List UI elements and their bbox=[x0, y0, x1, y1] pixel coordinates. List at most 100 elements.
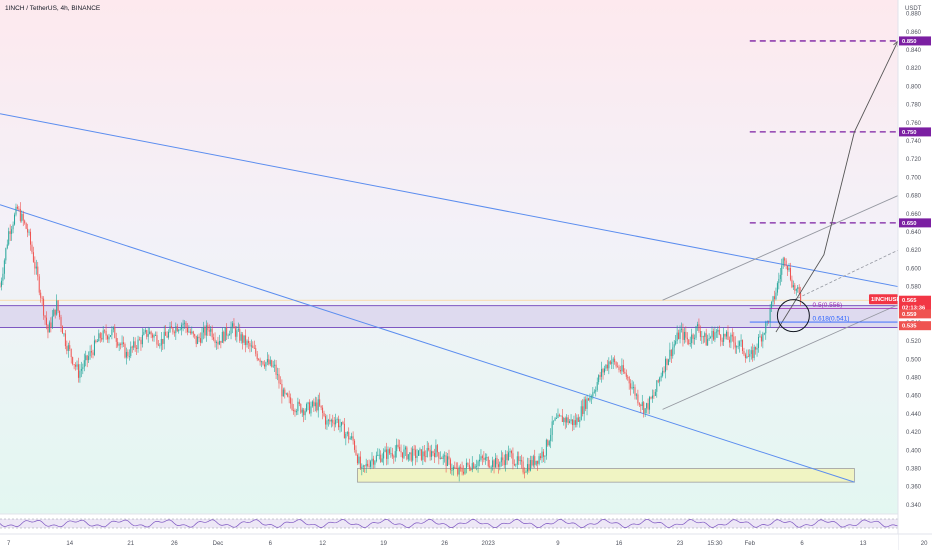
candle-body bbox=[92, 352, 94, 355]
candle-body bbox=[242, 334, 244, 343]
candle-body bbox=[633, 387, 635, 388]
candle-body bbox=[340, 422, 342, 426]
candle-body bbox=[695, 326, 697, 338]
candle-body bbox=[11, 229, 13, 234]
candle-body bbox=[391, 453, 393, 457]
candle-body bbox=[417, 450, 419, 456]
candle-body bbox=[682, 328, 684, 340]
candle-body bbox=[310, 406, 312, 414]
time-axis[interactable]: 7 14 21 26 Dec 6 12 19 26 2023 9 16 23 15:30 Feb 6 13 20 bbox=[0, 533, 932, 550]
candle-body bbox=[165, 331, 167, 336]
candle-body bbox=[326, 420, 328, 425]
candle-body bbox=[784, 258, 786, 261]
candle-body bbox=[704, 333, 706, 337]
candle-body bbox=[672, 347, 674, 357]
candle-body bbox=[170, 326, 172, 329]
candle-body bbox=[740, 340, 742, 342]
candle-body bbox=[618, 366, 620, 371]
candle-body bbox=[573, 420, 575, 426]
candle-body bbox=[760, 336, 762, 342]
candle-body bbox=[465, 462, 467, 469]
candle-body bbox=[205, 325, 207, 336]
candle-body bbox=[159, 345, 161, 347]
price-axis[interactable]: 0.340 0.360 0.380 0.400 0.420 0.440 0.460 0.480… bbox=[897, 0, 932, 550]
candle-body bbox=[6, 244, 8, 249]
candle-body bbox=[781, 265, 783, 275]
candle-body bbox=[307, 402, 309, 405]
candle-body bbox=[234, 328, 236, 337]
candle-body bbox=[5, 248, 7, 261]
candle-body bbox=[22, 213, 24, 221]
candle-body bbox=[489, 466, 491, 468]
candle-body bbox=[396, 444, 398, 452]
candle-body bbox=[788, 267, 790, 271]
candle-body bbox=[452, 466, 454, 471]
candle-body bbox=[553, 420, 555, 422]
candle-body bbox=[467, 462, 469, 465]
candle-body bbox=[123, 342, 125, 345]
candle-body bbox=[759, 336, 761, 338]
candle-body bbox=[736, 346, 738, 348]
candle-body bbox=[696, 324, 698, 327]
candle-body bbox=[410, 452, 412, 461]
candle-body bbox=[431, 451, 433, 457]
candle-body bbox=[365, 463, 367, 467]
target-level-tag bbox=[899, 127, 931, 137]
candle-body bbox=[547, 439, 549, 446]
candle-body bbox=[354, 440, 356, 450]
candle-body bbox=[200, 338, 202, 343]
candle-body bbox=[141, 334, 143, 345]
candle-body bbox=[31, 244, 33, 253]
candle-body bbox=[442, 455, 444, 459]
candle-body bbox=[676, 332, 678, 342]
candle-body bbox=[168, 331, 170, 338]
candle-body bbox=[537, 460, 539, 464]
candle-body bbox=[739, 341, 741, 346]
candle-body bbox=[288, 396, 290, 398]
candle-body bbox=[675, 341, 677, 345]
candle-body bbox=[258, 359, 260, 361]
candle-body bbox=[670, 349, 672, 357]
candle-body bbox=[641, 402, 643, 407]
candle-body bbox=[525, 471, 527, 473]
candle-body bbox=[538, 456, 540, 464]
candle-body bbox=[458, 466, 460, 475]
candle-body bbox=[599, 375, 601, 377]
candle-body bbox=[705, 333, 707, 346]
candle-body bbox=[614, 358, 616, 363]
candle-body bbox=[750, 350, 752, 354]
price-axis-background bbox=[898, 0, 932, 550]
candle-body bbox=[420, 449, 422, 460]
candle-body bbox=[80, 368, 82, 371]
candle-body bbox=[506, 454, 508, 461]
candle-body bbox=[271, 360, 273, 367]
candle-body bbox=[125, 351, 127, 358]
price-tag-label: 0.535 bbox=[902, 324, 917, 330]
candle-body bbox=[445, 455, 447, 466]
candle-body bbox=[755, 346, 757, 350]
time-tick-label: 9 bbox=[556, 541, 560, 547]
candle-body bbox=[146, 330, 148, 337]
candle-body bbox=[262, 361, 264, 365]
candle-body bbox=[293, 409, 295, 411]
candle-body bbox=[383, 451, 385, 459]
candle-body bbox=[38, 276, 40, 293]
candle-body bbox=[287, 393, 289, 397]
candle-body bbox=[540, 456, 542, 459]
candle-body bbox=[800, 292, 802, 301]
candle-body bbox=[589, 397, 591, 401]
candle-body bbox=[218, 340, 220, 345]
candle-body bbox=[402, 452, 404, 458]
candle-body bbox=[192, 331, 194, 335]
candle-body bbox=[61, 326, 63, 334]
candle-body bbox=[524, 472, 526, 474]
candle-body bbox=[138, 339, 140, 341]
time-tick-label: 12 bbox=[319, 541, 326, 547]
candle-body bbox=[615, 362, 617, 367]
candle-body bbox=[787, 265, 789, 271]
candle-body bbox=[428, 448, 430, 450]
candle-body bbox=[734, 342, 736, 348]
candle-body bbox=[569, 421, 571, 423]
